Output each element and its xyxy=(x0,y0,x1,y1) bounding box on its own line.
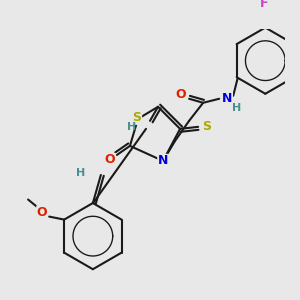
Text: H: H xyxy=(232,103,241,113)
Text: O: O xyxy=(176,88,186,101)
Text: H: H xyxy=(127,122,136,132)
Text: F: F xyxy=(260,0,269,10)
Text: S: S xyxy=(202,120,211,133)
Text: S: S xyxy=(133,111,142,124)
Text: N: N xyxy=(222,92,232,105)
Text: N: N xyxy=(158,154,168,167)
Text: O: O xyxy=(105,153,115,167)
Text: H: H xyxy=(76,168,86,178)
Text: O: O xyxy=(37,206,47,219)
